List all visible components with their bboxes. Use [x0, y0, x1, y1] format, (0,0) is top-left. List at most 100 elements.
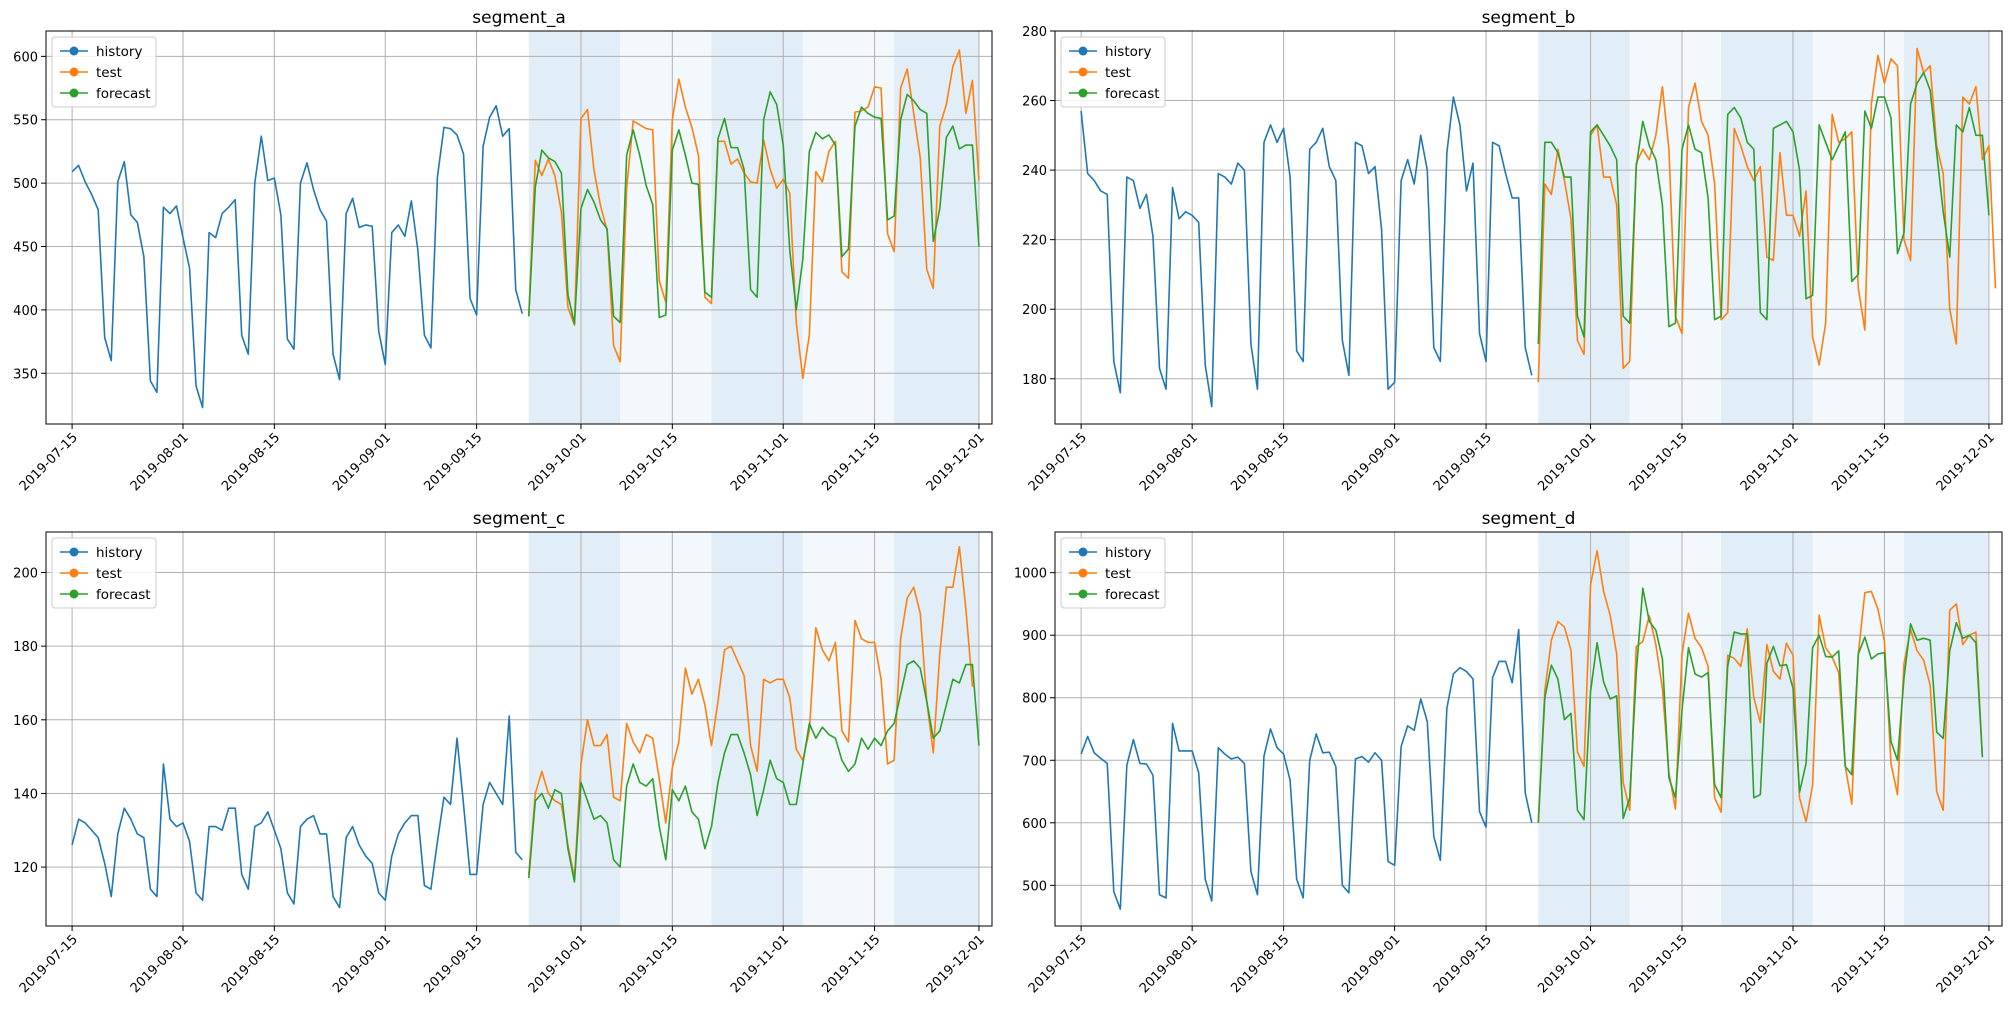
backtest-region [528, 31, 979, 424]
y-tick-label: 1000 [1014, 567, 1047, 582]
series-line-test [527, 545, 974, 879]
y-tick-label: 220 [1022, 234, 1047, 249]
y-tick-label: 200 [13, 567, 38, 582]
legend-marker-history [1078, 46, 1088, 56]
legend-marker-history [69, 46, 79, 56]
y-tick-label: 140 [13, 787, 38, 802]
backtest-region [528, 532, 979, 926]
x-tick-label: 2019-12-01 [1934, 932, 1998, 996]
y-tick-label: 280 [1022, 25, 1047, 40]
x-tick-label: 2019-09-15 [1431, 430, 1495, 494]
legend-box [1060, 537, 1166, 609]
x-tick-label: 2019-12-01 [924, 932, 988, 996]
x-tick-label: 2019-07-15 [17, 430, 81, 494]
panel-segment_a: 350 400 450 500 550 600 2019-07-15 2019-08-01 20… [13, 8, 993, 494]
legend-marker-forecast [69, 88, 79, 98]
x-tick-label: 2019-09-01 [1339, 430, 1403, 494]
legend-label-history: history [1105, 44, 1151, 60]
x-tick-label: 2019-07-15 [1026, 932, 1090, 996]
y-tick-label: 550 [13, 114, 38, 129]
y-tick-label: 500 [13, 177, 38, 192]
series-line-history [1080, 96, 1533, 408]
x-tick-label: 2019-10-01 [526, 932, 590, 996]
x-tick-label: 2019-08-01 [1137, 932, 1201, 996]
panel-title: segment_d [1482, 509, 1576, 529]
x-tick-label: 2019-09-01 [330, 932, 394, 996]
y-tick-label: 260 [1022, 95, 1047, 110]
y-tick-label: 600 [13, 50, 38, 65]
x-tick-label: 2019-08-01 [128, 932, 192, 996]
x-tick-label: 2019-10-01 [1535, 430, 1599, 494]
x-tick-label: 2019-10-01 [526, 430, 590, 494]
axes-frame [45, 30, 993, 425]
fold-band-1 [1538, 31, 1630, 424]
x-tick-label: 2019-09-01 [330, 430, 394, 494]
x-tick-label: 2019-09-15 [421, 932, 485, 996]
x-tick-label: 2019-11-15 [819, 430, 883, 494]
legend-label-test: test [96, 65, 122, 81]
panel-title: segment_c [473, 509, 565, 529]
x-tick-label: 2019-07-15 [17, 932, 81, 996]
y-tick-label: 200 [1022, 303, 1047, 318]
fold-band-1 [528, 31, 621, 424]
series-line-forecast [1537, 587, 1984, 823]
x-tick-label: 2019-09-15 [1431, 932, 1495, 996]
fold-band-1 [1538, 532, 1630, 926]
y-tick-label: 350 [13, 367, 38, 382]
series-line-forecast [527, 91, 980, 325]
series-line-history [71, 105, 524, 409]
y-tick-label: 400 [13, 304, 38, 319]
x-tick-label: 2019-12-01 [1934, 430, 1998, 494]
x-tick-label: 2019-08-15 [219, 932, 283, 996]
legend-marker-test [1078, 568, 1088, 578]
x-tick-label: 2019-11-01 [1738, 430, 1802, 494]
axes-frame [1054, 531, 2003, 927]
x-tick-label: 2019-11-15 [1829, 430, 1893, 494]
x-tick-label: 2019-11-01 [728, 932, 792, 996]
y-tick-label: 160 [13, 714, 38, 729]
legend-marker-forecast [1078, 589, 1088, 599]
x-tick-label: 2019-08-15 [1228, 932, 1292, 996]
backtest-region [1538, 31, 1989, 424]
legend-marker-forecast [69, 589, 79, 599]
legend-marker-history [1078, 547, 1088, 557]
legend-marker-test [69, 67, 79, 77]
legend-label-history: history [96, 545, 142, 561]
x-tick-label: 2019-10-15 [617, 932, 681, 996]
legend-label-test: test [1105, 65, 1131, 81]
x-tick-label: 2019-11-01 [1738, 932, 1802, 996]
y-tick-label: 600 [1022, 817, 1047, 832]
series-line-test [527, 49, 980, 380]
legend-box [51, 537, 157, 609]
panel-segment_c: 120 140 160 180 200 2019-07-15 2019-08-01 2019-… [13, 509, 993, 996]
fold-band-2 [711, 532, 803, 926]
fold-band-2 [1721, 31, 1813, 424]
legend-box [51, 36, 157, 108]
legend-label-test: test [1105, 566, 1131, 582]
panel-segment_d: 500 600 700 800 900 1000 2019-07-15 2019-08-01 2… [1014, 509, 2003, 996]
y-tick-label: 180 [1022, 373, 1047, 388]
x-tick-label: 2019-08-15 [219, 430, 283, 494]
y-tick-label: 120 [13, 861, 38, 876]
x-tick-label: 2019-11-15 [1829, 932, 1893, 996]
panel-title: segment_b [1482, 8, 1576, 28]
x-tick-label: 2019-08-01 [1137, 430, 1201, 494]
axes-frame [1054, 30, 2003, 425]
x-tick-label: 2019-10-15 [1627, 932, 1691, 996]
legend-label-forecast: forecast [96, 86, 151, 102]
y-tick-label: 240 [1022, 164, 1047, 179]
legend-label-forecast: forecast [1105, 86, 1160, 102]
y-tick-label: 700 [1022, 754, 1047, 769]
legend-label-forecast: forecast [1105, 587, 1160, 603]
y-tick-label: 900 [1022, 629, 1047, 644]
legend-marker-history [69, 547, 79, 557]
legend-marker-test [1078, 67, 1088, 77]
y-tick-label: 180 [13, 640, 38, 655]
axes-frame [45, 531, 993, 927]
x-tick-label: 2019-10-01 [1535, 932, 1599, 996]
panel-segment_b: 180 200 220 240 260 280 2019-07-15 2019-08-01 20… [1022, 8, 2003, 494]
x-tick-label: 2019-11-15 [819, 932, 883, 996]
fold-band-2 [1721, 532, 1813, 926]
y-tick-label: 800 [1022, 692, 1047, 707]
